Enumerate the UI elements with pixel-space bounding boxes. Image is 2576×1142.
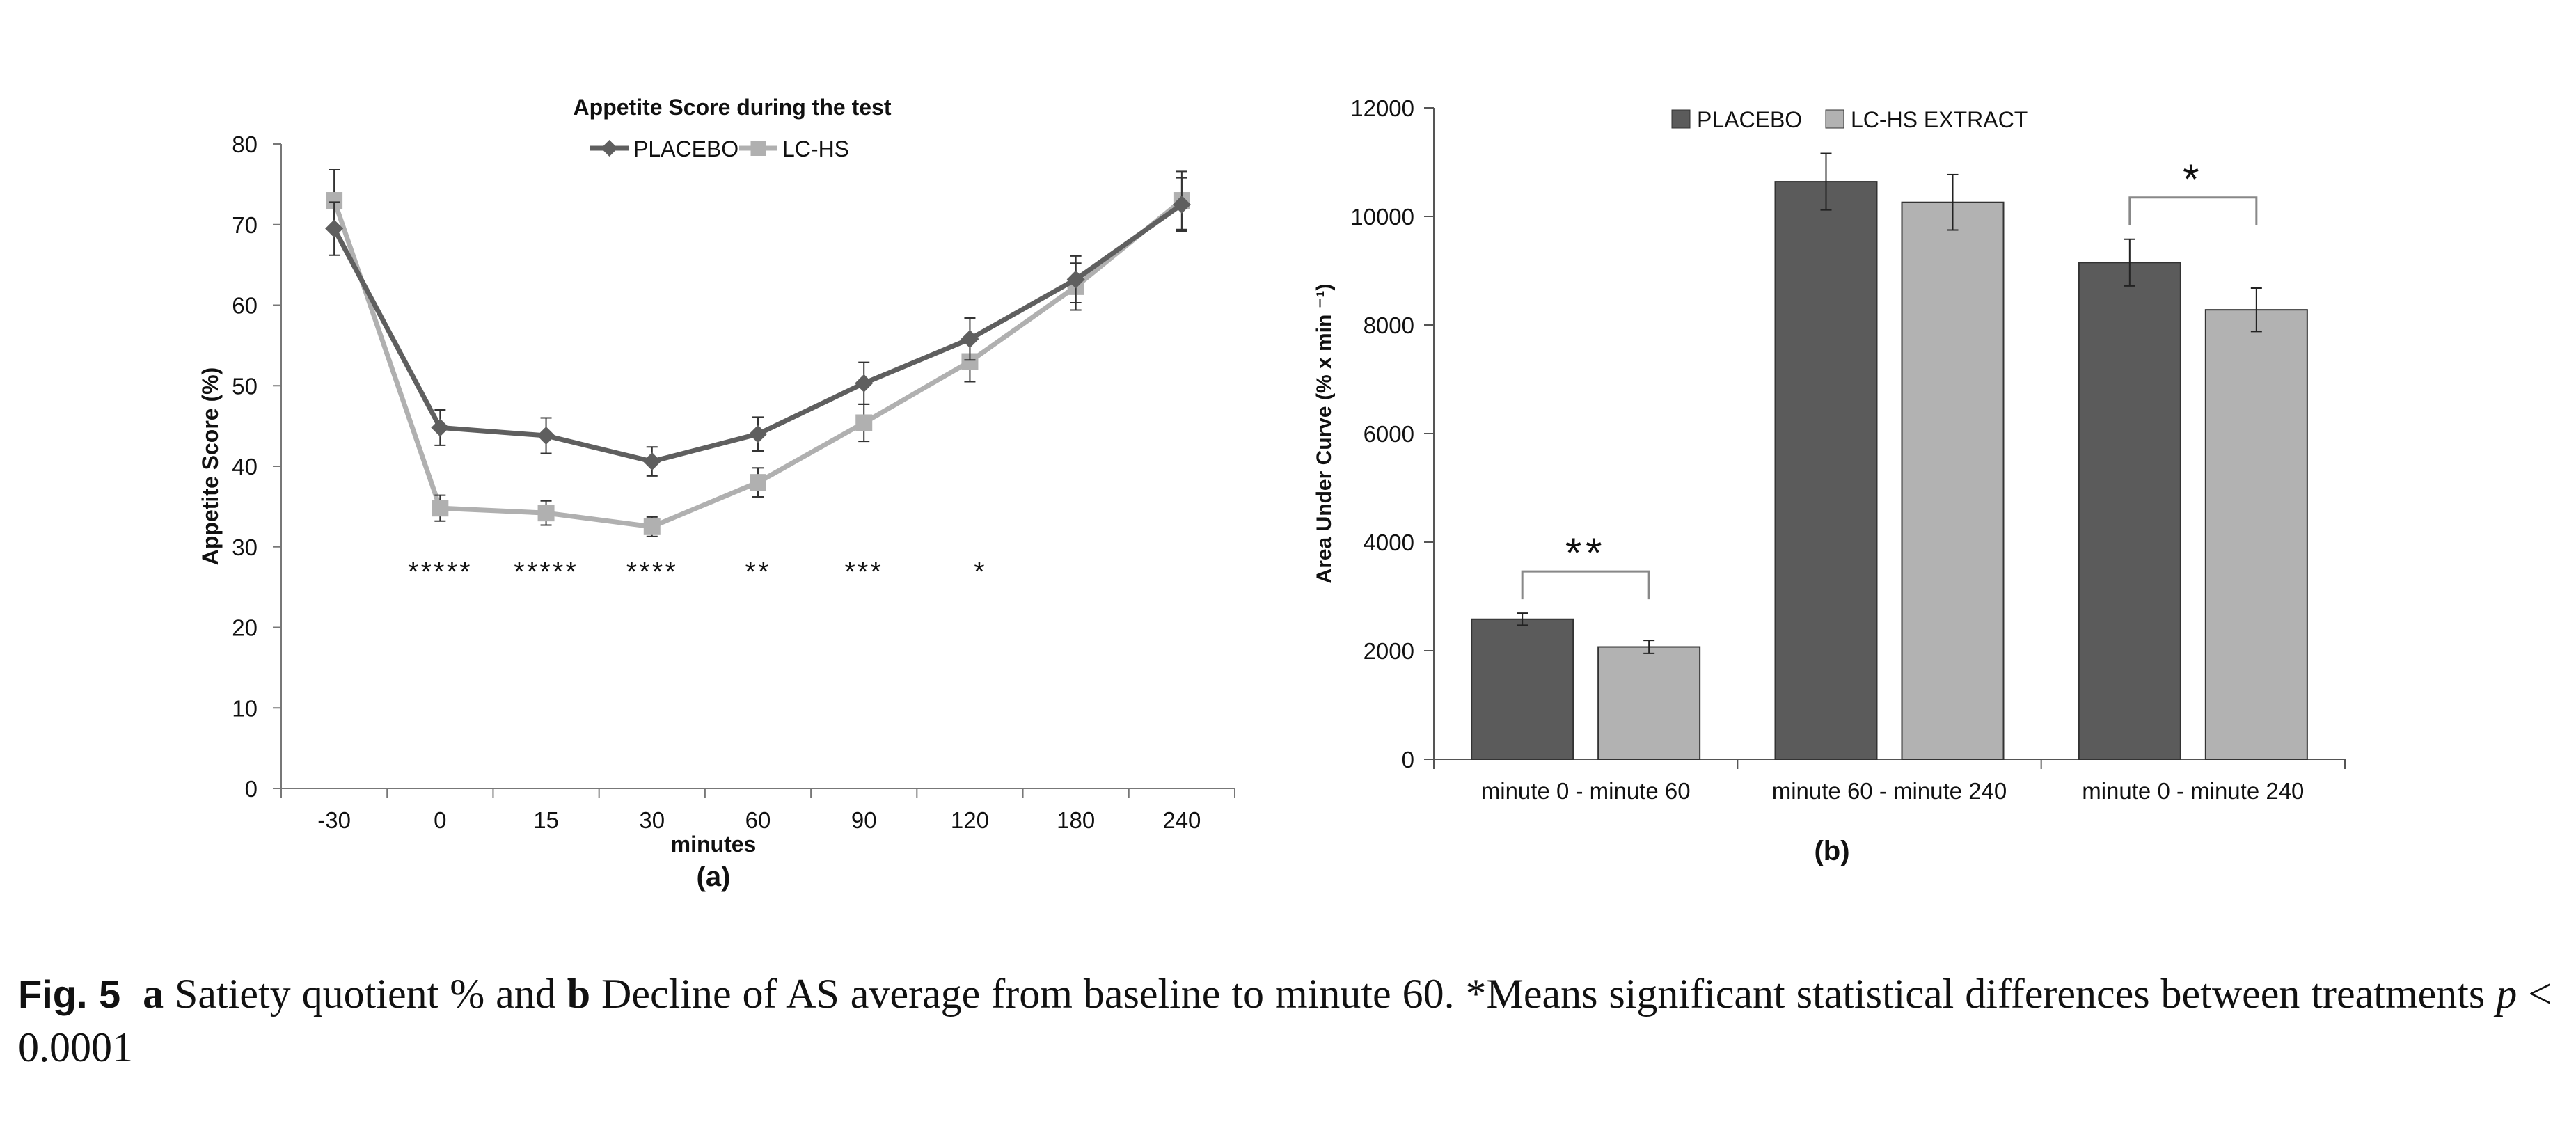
legend-label-0: PLACEBO — [633, 136, 738, 161]
x-tick-label: 90 — [851, 807, 877, 833]
y-tick-label: 70 — [232, 212, 258, 238]
caption-part-b-text: Decline of AS average from baseline to m… — [590, 971, 2497, 1017]
legend-swatch-0 — [1671, 109, 1691, 129]
bar-group — [1901, 173, 2005, 761]
caption-part-b-letter: b — [567, 971, 591, 1017]
legend: PLACEBO LC-HS — [590, 136, 849, 161]
data-point — [749, 425, 767, 443]
significance-marker: ***** — [514, 557, 578, 587]
legend-marker-0 — [601, 140, 618, 157]
bar — [1471, 618, 1574, 761]
significance-marker: ** — [745, 557, 771, 587]
y-tick-label: 10000 — [1350, 204, 1414, 230]
data-point — [642, 452, 661, 471]
y-tick-label: 30 — [232, 534, 258, 560]
significance-bracket — [1521, 570, 1650, 600]
significance-marker: * — [2183, 156, 2203, 203]
y-tick-label: 40 — [232, 454, 258, 479]
x-tick-label: 0 — [434, 807, 446, 833]
data-point — [325, 219, 344, 238]
bar-group — [2078, 238, 2181, 760]
bar — [1597, 646, 1701, 760]
y-tick-label: 10 — [232, 695, 258, 721]
significance-marker: **** — [626, 557, 678, 587]
legend-label-0: PLACEBO — [1697, 107, 1802, 132]
x-tick-label: minute 0 - minute 240 — [2082, 778, 2304, 804]
data-point — [643, 518, 661, 535]
data-point — [855, 414, 873, 431]
data-point — [961, 330, 979, 349]
y-tick-label: 4000 — [1364, 530, 1414, 555]
y-tick-label: 8000 — [1364, 312, 1414, 338]
x-tick-label: 120 — [951, 807, 989, 833]
legend: PLACEBO LC-HS EXTRACT — [1671, 107, 2028, 132]
panel-a-background — [187, 86, 1251, 901]
significance-marker: ***** — [408, 557, 473, 587]
significance-marker: ** — [1565, 530, 1606, 576]
y-tick-label: 2000 — [1364, 638, 1414, 664]
x-tick-label: minute 0 - minute 60 — [1481, 778, 1691, 804]
caption-p-symbol: p — [2496, 971, 2518, 1017]
data-point — [1172, 195, 1191, 214]
panel-a-label: (a) — [697, 862, 731, 892]
data-point — [750, 474, 766, 491]
x-axis-title: minutes — [671, 832, 757, 857]
panel-b-label: (b) — [1814, 836, 1849, 866]
y-tick-label: 80 — [232, 132, 258, 157]
bar-group — [1774, 152, 1878, 760]
caption-p-value: < 0.0001 — [18, 971, 2552, 1070]
y-tick-label: 20 — [232, 615, 258, 641]
bar — [2078, 262, 2181, 760]
x-tick-label: 60 — [745, 807, 771, 833]
y-axis-title: Appetite Score (%) — [198, 367, 223, 565]
significance-bracket — [2128, 196, 2258, 225]
bar — [1774, 181, 1878, 760]
x-tick-label: 30 — [639, 807, 665, 833]
y-tick-label: 0 — [1402, 747, 1414, 772]
legend-swatch-1 — [1825, 109, 1844, 129]
data-point — [537, 427, 555, 445]
y-tick-label: 50 — [232, 373, 258, 399]
bar — [2204, 309, 2308, 761]
caption-part-a-text: Satiety quotient % and — [164, 971, 567, 1017]
bar-group — [1597, 640, 1701, 760]
bar-group — [2204, 287, 2308, 761]
data-point — [1066, 270, 1085, 289]
significance-marker: *** — [844, 557, 883, 587]
bar — [1901, 201, 2005, 761]
x-tick-label: -30 — [317, 807, 351, 833]
y-tick-label: 6000 — [1364, 421, 1414, 447]
legend-marker-1 — [750, 141, 766, 156]
x-tick-label: 240 — [1162, 807, 1201, 833]
data-point — [432, 500, 449, 517]
y-tick-label: 0 — [245, 776, 258, 802]
significance-marker: * — [974, 557, 987, 587]
y-tick-label: 60 — [232, 293, 258, 319]
legend-label-1: LC-HS EXTRACT — [1851, 107, 2028, 132]
line-chart-appetite-score: 0 10 20 30 40 50 60 70 80 -30 0 15 30 60 90 120 180 240 Ap… — [198, 95, 1235, 857]
bar-chart-area-under-curve: 0 2000 4000 6000 8000 10000 12000 minute 0 - mi… — [1313, 95, 2346, 804]
caption-fig-label: Fig. 5 — [18, 972, 121, 1016]
y-tick-label: 12000 — [1350, 95, 1414, 121]
x-tick-label: 180 — [1057, 807, 1095, 833]
caption-part-a-letter: a — [143, 971, 164, 1017]
series-placebo — [325, 177, 1191, 477]
legend-label-1: LC-HS — [782, 136, 849, 161]
data-point — [537, 505, 555, 522]
data-point — [431, 418, 450, 437]
bar-group — [1471, 612, 1574, 761]
chart-a-title: Appetite Score during the test — [574, 95, 892, 120]
x-tick-label: 15 — [533, 807, 559, 833]
y-axis-title: Area Under Curve (% x min ⁻¹) — [1313, 284, 1336, 584]
data-point — [855, 374, 874, 392]
x-tick-label: minute 60 - minute 240 — [1772, 778, 2007, 804]
figure-caption: Fig. 5 a Satiety quotient % and b Declin… — [18, 967, 2552, 1074]
